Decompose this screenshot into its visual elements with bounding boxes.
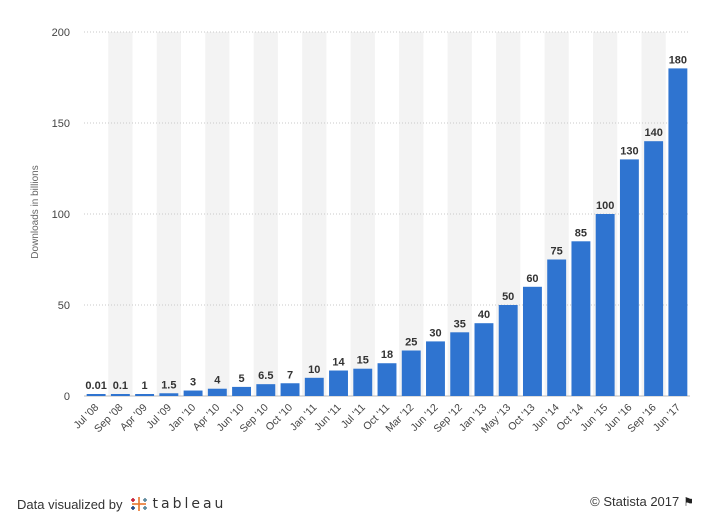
data-label: 40 xyxy=(478,309,490,321)
copyright: © Statista 2017 ⚑ xyxy=(590,494,694,509)
bar[interactable] xyxy=(183,390,203,396)
data-label: 140 xyxy=(644,127,662,139)
bar[interactable] xyxy=(232,386,252,396)
data-label: 14 xyxy=(332,357,345,369)
data-label: 35 xyxy=(454,318,466,330)
data-label: 130 xyxy=(620,145,638,157)
credit: Data visualized by tableau xyxy=(17,494,226,514)
bar[interactable] xyxy=(329,370,348,396)
column-band xyxy=(253,32,278,396)
data-label: 7 xyxy=(287,369,293,381)
data-label: 180 xyxy=(669,54,687,66)
bar[interactable] xyxy=(86,394,106,396)
chart: 0 50 100 150 200 0.01 0.1 1 1.5 3 4 5 6.5 7 10 14 15 18 2… xyxy=(30,27,690,436)
bar[interactable] xyxy=(450,332,470,396)
data-label: 3 xyxy=(190,377,196,389)
bar[interactable] xyxy=(110,394,130,396)
bar[interactable] xyxy=(426,341,445,396)
y-axis-label: Downloads in billions xyxy=(30,165,41,258)
y-tick-label: 50 xyxy=(58,300,70,312)
data-label: 25 xyxy=(405,337,417,349)
bar[interactable] xyxy=(256,384,276,396)
data-label: 18 xyxy=(381,349,393,361)
data-label: 75 xyxy=(551,246,563,258)
bar[interactable] xyxy=(644,141,664,396)
bar[interactable] xyxy=(159,393,179,396)
data-label: 100 xyxy=(596,200,614,212)
data-label: 1 xyxy=(142,380,148,392)
data-label: 0.1 xyxy=(113,380,128,392)
bar[interactable] xyxy=(619,159,639,396)
data-label: 30 xyxy=(429,327,441,339)
bar[interactable] xyxy=(547,259,567,397)
footer: Data visualized by tableau © Sta xyxy=(0,488,704,518)
x-tick-label: Jun '11 xyxy=(312,402,344,434)
x-tick-label: Apr '09 xyxy=(118,402,150,434)
bar[interactable] xyxy=(498,305,518,396)
bar[interactable] xyxy=(353,368,373,396)
bar[interactable] xyxy=(474,323,494,396)
data-label: 60 xyxy=(526,273,538,285)
bar[interactable] xyxy=(304,377,324,396)
brand-wordmark: tableau xyxy=(152,496,227,512)
bar-series xyxy=(86,68,688,397)
brand[interactable]: tableau xyxy=(129,494,227,514)
bar[interactable] xyxy=(522,286,542,396)
bar[interactable] xyxy=(135,394,155,396)
flag-icon: ⚑ xyxy=(683,494,694,509)
bar[interactable] xyxy=(401,350,421,397)
bar[interactable] xyxy=(280,383,300,396)
data-labels: 0.01 0.1 1 1.5 3 4 5 6.5 7 10 14 15 18 25 30 35 40 50 60 75… xyxy=(85,54,687,392)
data-label: 5 xyxy=(238,373,244,385)
y-tick-label: 100 xyxy=(52,209,70,221)
data-label: 6.5 xyxy=(258,370,273,382)
column-band xyxy=(302,32,327,396)
copyright-text[interactable]: © Statista 2017 xyxy=(590,494,680,509)
credit-text: Data visualized by xyxy=(17,496,123,512)
data-label: 1.5 xyxy=(161,379,176,391)
bar[interactable] xyxy=(668,68,688,397)
data-label: 0.01 xyxy=(85,380,106,392)
y-axis-ticks: 0 50 100 150 200 xyxy=(52,27,70,403)
bar[interactable] xyxy=(207,388,227,396)
data-label: 10 xyxy=(308,364,320,376)
data-label: 15 xyxy=(357,355,369,367)
y-tick-label: 200 xyxy=(52,27,70,39)
bar[interactable] xyxy=(377,363,397,396)
data-label: 85 xyxy=(575,227,587,239)
y-tick-label: 0 xyxy=(64,391,70,403)
y-tick-label: 150 xyxy=(52,118,70,130)
data-label: 4 xyxy=(214,375,221,387)
tableau-logo-icon xyxy=(130,497,147,511)
bar[interactable] xyxy=(571,241,591,396)
data-label: 50 xyxy=(502,291,514,303)
bar[interactable] xyxy=(595,214,615,396)
x-tick-label: Jun '17 xyxy=(651,402,683,434)
